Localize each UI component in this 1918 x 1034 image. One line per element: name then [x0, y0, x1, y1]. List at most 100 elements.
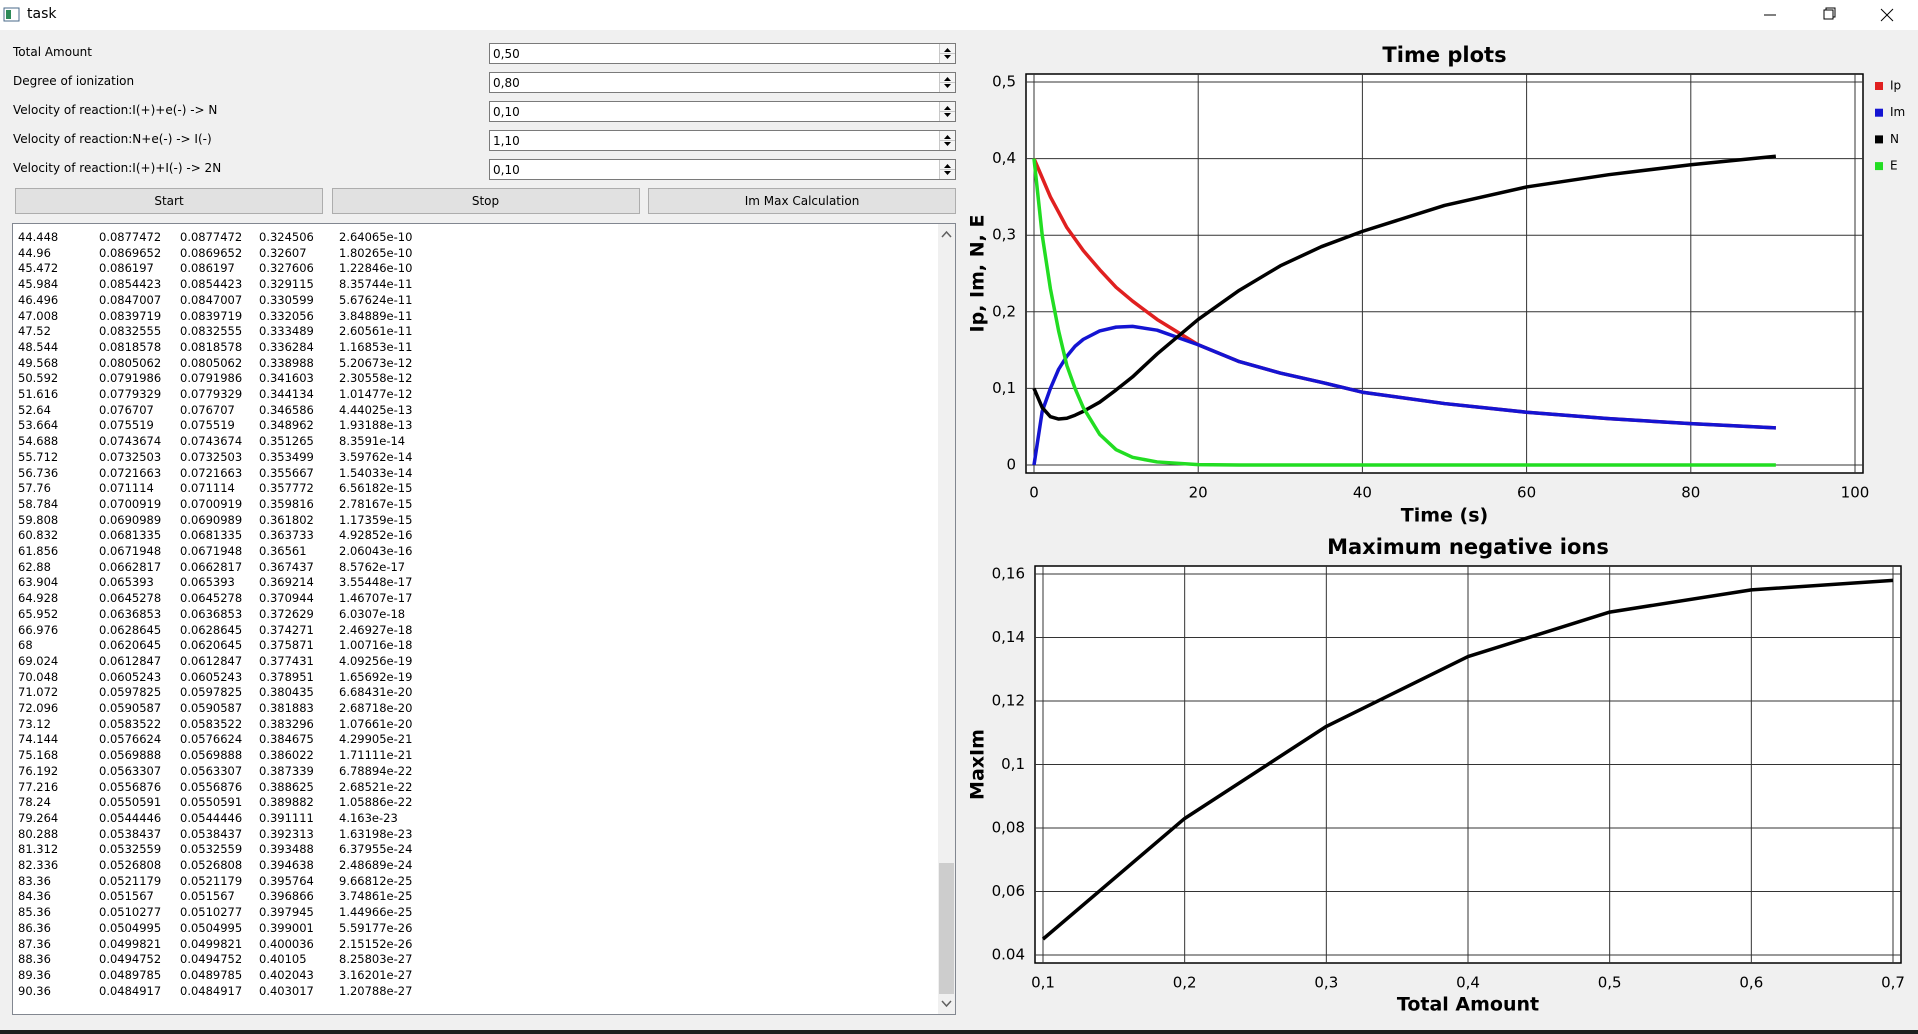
- log-cell: 4.44025e-13: [339, 402, 413, 417]
- log-cell: 2.78167e-15: [339, 496, 413, 511]
- log-cell: 0.0569888: [180, 748, 243, 763]
- y-tick-label: 0,14: [992, 628, 1025, 646]
- scrollbar[interactable]: [938, 224, 955, 1014]
- spin-box[interactable]: 1,10: [489, 130, 956, 151]
- log-cell: 0.0494752: [180, 952, 243, 967]
- log-cell: 0.0671948: [180, 544, 243, 558]
- log-cell: 80.288: [18, 826, 59, 841]
- log-cell: 63.904: [18, 575, 59, 590]
- spin-box[interactable]: 0,80: [489, 72, 956, 93]
- y-tick-label: 0,16: [992, 565, 1025, 583]
- log-cell: 71.072: [18, 685, 59, 700]
- log-cell: 0.324506: [259, 230, 314, 244]
- log-cell: 0.0499821: [99, 936, 162, 951]
- button[interactable]: Stop: [331, 188, 640, 214]
- log-cell: 3.16201e-27: [339, 967, 413, 982]
- log-cell: 1.00716e-18: [339, 638, 413, 653]
- log-cell: 1.44966e-25: [339, 905, 413, 920]
- spin-arrows[interactable]: [939, 131, 955, 150]
- log-cell: 0.0612847: [99, 653, 162, 668]
- button[interactable]: Im Max Calculation: [648, 188, 956, 214]
- log-cell: 0.0877472: [99, 230, 162, 244]
- log-cell: 0.0538437: [99, 826, 162, 841]
- log-cell: 52.64: [18, 402, 51, 417]
- spin-box[interactable]: 0,10: [489, 159, 956, 180]
- x-tick-label: 40: [1353, 484, 1372, 502]
- log-cell: 0.0690989: [180, 512, 243, 527]
- log-cell: 69.024: [18, 653, 59, 668]
- log-cell: 0.348962: [259, 418, 314, 433]
- log-cell: 72.096: [18, 701, 59, 715]
- legend-label: Im: [1890, 105, 1905, 119]
- log-cell: 0.0839719: [180, 308, 243, 323]
- log-cell: 0.0743674: [180, 434, 243, 449]
- log-cell: 6.56182e-15: [339, 481, 413, 496]
- spin-box[interactable]: 0,10: [489, 101, 956, 122]
- result-log[interactable]: 44.448 0.0877472 0.0877472 0.324506 2.64065e…: [12, 223, 956, 1015]
- chart-title: Time plots: [1382, 43, 1506, 67]
- log-cell: 0.0854423: [99, 277, 162, 292]
- log-cell: 4.29905e-21: [339, 732, 413, 747]
- log-cell: 0.0877472: [180, 230, 243, 244]
- log-cell: 0.071114: [99, 481, 154, 496]
- restore-button[interactable]: [1823, 7, 1836, 20]
- y-tick-label: 0,1: [992, 379, 1016, 397]
- close-button[interactable]: [1880, 8, 1894, 22]
- button[interactable]: Start: [15, 188, 323, 214]
- log-cell: 64.928: [18, 591, 59, 606]
- window-controls: [1764, 7, 1894, 22]
- log-cell: 45.472: [18, 261, 59, 276]
- y-tick-label: 0,5: [992, 73, 1016, 91]
- log-cell: 0.0563307: [180, 763, 243, 778]
- log-cell: 3.55448e-17: [339, 575, 413, 590]
- log-cell: 47.52: [18, 324, 51, 339]
- log-cell: 77.216: [18, 779, 59, 794]
- plot-area: [1034, 565, 1902, 964]
- log-cell: 0.0645278: [180, 591, 243, 606]
- log-cell: 0.071114: [180, 481, 235, 496]
- log-cell: 0.0563307: [99, 763, 162, 778]
- log-cell: 0.0791986: [99, 371, 162, 386]
- log-cell: 51.616: [18, 387, 59, 401]
- log-cell: 0.0681335: [99, 528, 162, 543]
- x-axis-label: Total Amount: [1397, 994, 1539, 1016]
- spin-arrows[interactable]: [939, 160, 955, 179]
- log-cell: 0.332056: [259, 308, 314, 323]
- log-cell: 0.381883: [259, 701, 314, 715]
- log-cell: 0.0636853: [180, 606, 243, 621]
- log-cell: 0.075519: [99, 418, 154, 433]
- log-cell: 0.393488: [259, 842, 314, 857]
- log-cell: 0.351265: [259, 434, 314, 449]
- log-cell: 1.17359e-15: [339, 512, 413, 527]
- spin-arrows[interactable]: [939, 102, 955, 121]
- log-cell: 0.378951: [259, 669, 314, 684]
- log-cell: 1.46707e-17: [339, 591, 413, 606]
- log-cell: 0.380435: [259, 685, 314, 700]
- log-cell: 0.329115: [259, 277, 314, 292]
- log-cell: 0.338988: [259, 355, 314, 370]
- log-cell: 81.312: [18, 842, 59, 857]
- field-label: Degree of ionization: [13, 74, 135, 88]
- log-cell: 0.051567: [99, 889, 154, 904]
- y-tick-label: 0,06: [992, 882, 1025, 900]
- log-cell: 0.392313: [259, 826, 314, 841]
- log-cell: 1.80265e-10: [339, 245, 413, 260]
- log-cell: 86.36: [18, 920, 51, 935]
- log-cell: 0.0847007: [99, 292, 162, 307]
- spin-box[interactable]: 0,50: [489, 43, 956, 64]
- log-cell: 0.0504995: [180, 920, 243, 935]
- log-cell: 0.0779329: [99, 387, 162, 401]
- log-cell: 0.0732503: [99, 449, 162, 464]
- spin-arrows[interactable]: [939, 44, 955, 63]
- series-line: [1032, 158, 1776, 467]
- log-cell: 0.377431: [259, 653, 314, 668]
- log-cell: 0.0605243: [180, 669, 243, 684]
- log-cell: 2.06043e-16: [339, 544, 413, 558]
- log-cell: 0.353499: [259, 449, 314, 464]
- spin-arrows[interactable]: [939, 73, 955, 92]
- log-cell: 0.0583522: [99, 716, 162, 731]
- log-cell: 0.0544446: [180, 810, 243, 825]
- spin-value: 0,10: [493, 163, 520, 177]
- log-cell: 0.391111: [259, 810, 314, 825]
- x-tick-label: 0: [1029, 484, 1039, 502]
